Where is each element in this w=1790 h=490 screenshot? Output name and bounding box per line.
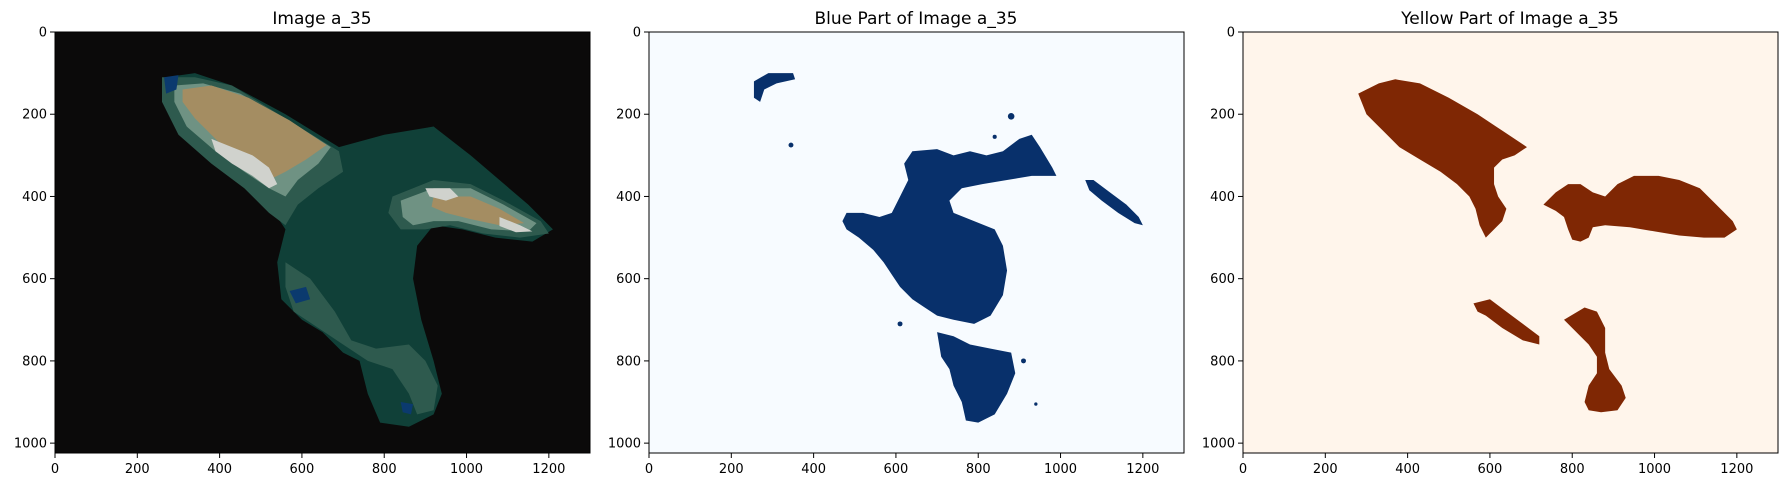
panel-2-xtick-label: 1200 bbox=[1126, 462, 1159, 477]
blue-blob-right bbox=[1085, 180, 1143, 226]
panel-3-xtick-label: 1000 bbox=[1638, 462, 1671, 477]
panel-1-xtick-label: 0 bbox=[51, 462, 59, 477]
panel-1-ytick-label: 800 bbox=[22, 354, 47, 369]
panel-2-ytick-label: 1000 bbox=[608, 437, 641, 452]
panel-2-xtick-label: 1000 bbox=[1044, 462, 1077, 477]
panel-1-yaxis: 0 200 400 600 800 1000 bbox=[14, 26, 55, 452]
panel-3-ytick-label: 600 bbox=[1210, 272, 1235, 287]
panel-2-xaxis: 0 200 400 600 800 1000 1200 bbox=[645, 453, 1159, 477]
panel-2-ytick-label: 400 bbox=[616, 190, 641, 205]
blue-dot-6 bbox=[897, 321, 903, 327]
yellow-blob-lower-right bbox=[1564, 307, 1626, 413]
yellow-blob-lower-left bbox=[1473, 299, 1540, 345]
white-highlight-tip bbox=[499, 217, 533, 233]
panel-1-ytick-label: 200 bbox=[22, 108, 47, 123]
panel-1-xtick-label: 800 bbox=[372, 462, 397, 477]
blue-spot-top bbox=[164, 75, 179, 94]
panel-original: Image a_35 0 200 400 600 800 1000 1200 bbox=[14, 9, 591, 477]
panel-2-title: Blue Part of Image a_35 bbox=[815, 9, 1018, 29]
panel-1-xtick-label: 600 bbox=[290, 462, 315, 477]
panel-1-title: Image a_35 bbox=[272, 9, 371, 29]
panel-1-xtick-label: 1000 bbox=[450, 462, 483, 477]
panel-2-ytick-label: 800 bbox=[616, 354, 641, 369]
panel-2-xtick-label: 0 bbox=[645, 462, 653, 477]
panel-3-frame bbox=[1242, 31, 1779, 454]
white-highlight-upper bbox=[211, 138, 278, 189]
panel-3-ytick-label: 400 bbox=[1210, 190, 1235, 205]
panel-2-xtick-label: 600 bbox=[884, 462, 909, 477]
yellow-mask bbox=[1358, 79, 1737, 413]
blue-blob-topleft bbox=[753, 73, 796, 102]
panel-3-ytick-label: 1000 bbox=[1202, 437, 1235, 452]
panel-1-xtick-label: 400 bbox=[207, 462, 232, 477]
blue-dot-3 bbox=[992, 134, 997, 139]
panel-3-ytick-label: 800 bbox=[1210, 354, 1235, 369]
blue-mask bbox=[753, 73, 1143, 423]
mid-band-lower bbox=[285, 262, 438, 415]
yellow-blob-upper bbox=[1358, 79, 1527, 238]
panel-3-xtick-label: 1200 bbox=[1720, 462, 1753, 477]
white-highlight-right bbox=[425, 188, 459, 201]
panel-1-ytick-label: 400 bbox=[22, 190, 47, 205]
panel-2-ytick-label: 600 bbox=[616, 272, 641, 287]
panel-2-ytick-label: 0 bbox=[633, 26, 641, 41]
panel-3-xaxis: 0 200 400 600 800 1000 1200 bbox=[1239, 453, 1753, 477]
blue-dot-5 bbox=[1034, 402, 1038, 406]
blue-blob-main bbox=[842, 134, 1057, 324]
blue-spot-mid bbox=[289, 286, 311, 304]
panel-3-ytick-label: 0 bbox=[1227, 26, 1235, 41]
panel-2-frame bbox=[648, 31, 1185, 454]
panel-2-image bbox=[649, 32, 1184, 453]
panel-yellow: Yellow Part of Image a_35 0 200 400 600 800 1… bbox=[1202, 9, 1779, 477]
blue-spot-bottom bbox=[400, 402, 414, 415]
panel-1-ytick-label: 1000 bbox=[14, 437, 47, 452]
panel-2-yaxis: 0 200 400 600 800 1000 bbox=[608, 26, 649, 452]
panel-3-title: Yellow Part of Image a_35 bbox=[1400, 9, 1619, 29]
panel-3-image bbox=[1243, 32, 1778, 453]
blue-blob-lower bbox=[937, 332, 1016, 423]
panel-3-yaxis: 0 200 400 600 800 1000 bbox=[1202, 26, 1243, 452]
panel-1-xaxis: 0 200 400 600 800 1000 1200 bbox=[51, 453, 565, 477]
panel-2-xtick-label: 400 bbox=[801, 462, 826, 477]
blue-dot-2 bbox=[1007, 112, 1015, 120]
blue-dot-1 bbox=[788, 142, 794, 148]
panel-3-xtick-label: 800 bbox=[1560, 462, 1585, 477]
panel-3-xtick-label: 400 bbox=[1395, 462, 1420, 477]
yellow-blob-right bbox=[1543, 175, 1737, 242]
panel-blue: Blue Part of Image a_35 0 200 400 600 800 100… bbox=[608, 9, 1185, 477]
panel-3-xtick-label: 0 bbox=[1239, 462, 1247, 477]
panel-2-xtick-label: 200 bbox=[719, 462, 744, 477]
panel-1-ytick-label: 600 bbox=[22, 272, 47, 287]
blue-dot-4 bbox=[1021, 358, 1026, 364]
panel-3-ytick-label: 200 bbox=[1210, 108, 1235, 123]
panel-1-image bbox=[55, 32, 590, 453]
panel-1-xtick-label: 1200 bbox=[532, 462, 565, 477]
panel-1-frame bbox=[54, 31, 591, 454]
panel-1-xtick-label: 200 bbox=[125, 462, 150, 477]
panel-1-ytick-label: 0 bbox=[39, 26, 47, 41]
panel-2-xtick-label: 800 bbox=[966, 462, 991, 477]
panel-2-ytick-label: 200 bbox=[616, 108, 641, 123]
panel-3-xtick-label: 200 bbox=[1313, 462, 1338, 477]
tan-region bbox=[182, 85, 327, 181]
panel-3-background bbox=[1243, 32, 1778, 453]
panel-3-xtick-label: 600 bbox=[1478, 462, 1503, 477]
